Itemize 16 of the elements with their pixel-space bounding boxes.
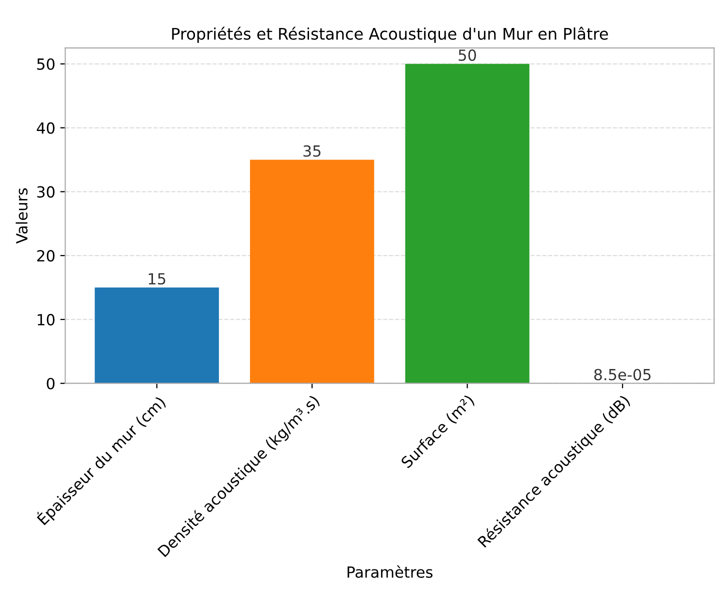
data-label: 8.5e-05 — [594, 368, 651, 380]
y-tick-label: 50 — [37, 58, 55, 70]
y-tick-label: 10 — [38, 314, 55, 326]
y-tick-label: 0 — [46, 378, 55, 390]
bar — [250, 160, 374, 384]
chart-title: Propriétés et Résistance Acoustique d'un Mur en Plâtre — [172, 26, 608, 43]
bar — [94, 288, 219, 384]
data-label: 50 — [458, 49, 476, 61]
y-tick-label: 20 — [37, 250, 55, 262]
y-tick-label: 30 — [37, 186, 55, 198]
y-tick-label: 40 — [36, 122, 55, 134]
data-label: 35 — [304, 145, 320, 157]
data-label: 15 — [148, 273, 166, 285]
bar — [405, 64, 530, 384]
y-axis-title: Valeurs — [16, 188, 28, 244]
x-axis-title: Paramètres — [348, 565, 432, 578]
